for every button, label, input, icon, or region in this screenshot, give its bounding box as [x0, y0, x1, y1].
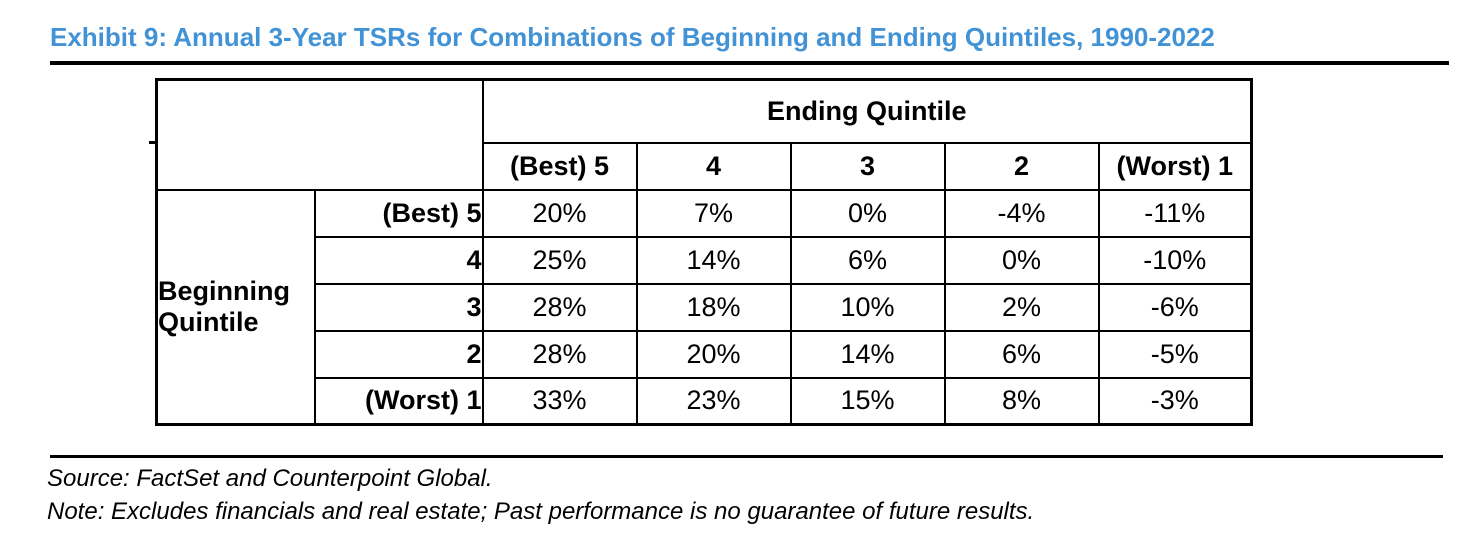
- ending-col-header-3: 3: [789, 141, 946, 191]
- ending-col-header-worst1: (Worst) 1: [1097, 141, 1253, 191]
- tsr-cell: 25%: [481, 235, 638, 285]
- tsr-cell: 7%: [635, 188, 792, 238]
- tsr-cell: 0%: [943, 235, 1100, 285]
- tsr-cell: -3%: [1097, 376, 1253, 426]
- tsr-cell: 20%: [481, 188, 638, 238]
- disclaimer-note: Note: Excludes financials and real estat…: [47, 498, 1035, 525]
- source-note: Source: FactSet and Counterpoint Global.: [47, 465, 493, 492]
- tsr-cell: 28%: [481, 282, 638, 332]
- tsr-cell: 14%: [635, 235, 792, 285]
- tsr-cell: -6%: [1097, 282, 1253, 332]
- tsr-cell: 33%: [481, 376, 638, 426]
- row-label-best5: (Best) 5: [313, 188, 484, 238]
- tsr-cell: 18%: [635, 282, 792, 332]
- corner-cell: [155, 78, 484, 191]
- tsr-matrix-table: Ending Quintile (Best) 5 4 3 2 (Worst) 1…: [155, 78, 1253, 426]
- row-label-3: 3: [313, 282, 484, 332]
- tsr-cell: 15%: [789, 376, 946, 426]
- ending-quintile-group-header: Ending Quintile: [481, 78, 1253, 144]
- beginning-quintile-group-header: Beginning Quintile: [155, 188, 316, 426]
- tsr-cell: 0%: [789, 188, 946, 238]
- table-row: 2 28% 20% 14% 6% -5%: [157, 329, 1253, 379]
- exhibit-title: Exhibit 9: Annual 3-Year TSRs for Combin…: [50, 22, 1215, 52]
- tsr-cell: -11%: [1097, 188, 1253, 238]
- row-label-2: 2: [313, 329, 484, 379]
- table-row: 3 28% 18% 10% 2% -6%: [157, 282, 1253, 332]
- title-divider-rule: [50, 61, 1449, 65]
- row-label-4: 4: [313, 235, 484, 285]
- tsr-cell: 6%: [789, 235, 946, 285]
- table-row: (Worst) 1 33% 23% 15% 8% -3%: [157, 376, 1253, 426]
- footer-divider-rule: [50, 455, 1443, 458]
- footer-notes: Source: FactSet and Counterpoint Global.…: [47, 462, 1034, 528]
- tsr-cell: 6%: [943, 329, 1100, 379]
- tsr-cell: 2%: [943, 282, 1100, 332]
- tsr-cell: -5%: [1097, 329, 1253, 379]
- row-label-worst1: (Worst) 1: [313, 376, 484, 426]
- table-row: Beginning Quintile (Best) 5 20% 7% 0% -4…: [155, 188, 1253, 426]
- ending-col-header-2: 2: [943, 141, 1100, 191]
- tsr-cell: 28%: [481, 329, 638, 379]
- tsr-cell: -4%: [943, 188, 1100, 238]
- header-row-tick: [149, 141, 156, 144]
- ending-col-header-4: 4: [635, 141, 792, 191]
- ending-col-header-best5: (Best) 5: [481, 141, 638, 191]
- tsr-cell: 8%: [943, 376, 1100, 426]
- tsr-cell: 23%: [635, 376, 792, 426]
- tsr-cell: -10%: [1097, 235, 1253, 285]
- tsr-cell: 14%: [789, 329, 946, 379]
- tsr-cell: 10%: [789, 282, 946, 332]
- table-row: 4 25% 14% 6% 0% -10%: [157, 235, 1253, 285]
- tsr-cell: 20%: [635, 329, 792, 379]
